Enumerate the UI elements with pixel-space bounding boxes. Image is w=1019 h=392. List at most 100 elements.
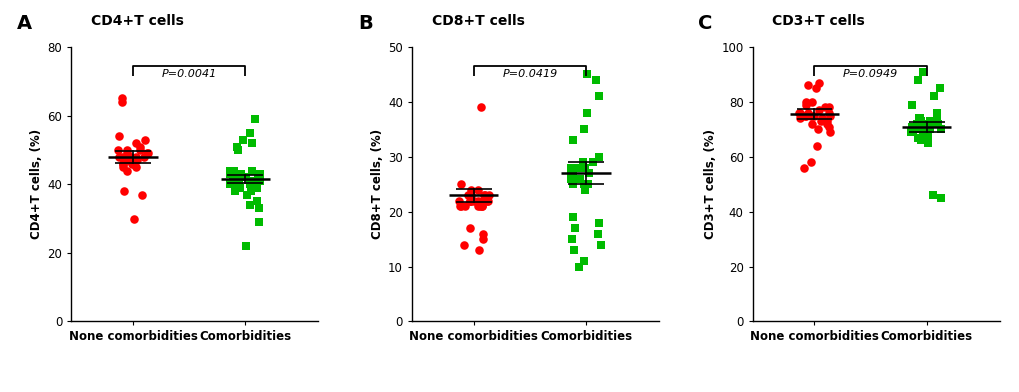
Point xyxy=(797,113,813,119)
Point xyxy=(927,118,944,124)
Point xyxy=(904,102,920,108)
Point xyxy=(455,241,472,248)
Point xyxy=(221,167,237,174)
Point xyxy=(461,198,477,204)
Point xyxy=(807,85,823,91)
Point xyxy=(575,159,591,165)
Point xyxy=(121,157,138,163)
Point xyxy=(221,181,237,187)
Point xyxy=(249,185,265,191)
Point xyxy=(590,154,606,160)
Point xyxy=(470,203,486,209)
Text: B: B xyxy=(358,14,372,33)
Point xyxy=(452,181,469,187)
Point xyxy=(562,176,579,182)
Point xyxy=(452,203,469,209)
Point xyxy=(564,236,580,242)
Point xyxy=(115,188,131,194)
Point xyxy=(915,121,931,127)
Point xyxy=(238,174,255,180)
Point xyxy=(571,263,587,270)
Point xyxy=(463,198,479,204)
Point xyxy=(116,157,132,163)
Point xyxy=(908,121,924,127)
Point xyxy=(580,181,596,187)
Point xyxy=(125,161,142,167)
Point xyxy=(591,220,607,226)
Point xyxy=(562,170,579,176)
Point xyxy=(110,147,126,153)
Point xyxy=(914,129,930,135)
Point xyxy=(466,198,482,204)
Point xyxy=(803,99,819,105)
Point xyxy=(125,216,142,222)
Point xyxy=(238,191,255,198)
Point xyxy=(474,203,490,209)
Point xyxy=(244,140,260,146)
Point xyxy=(227,178,244,184)
Point xyxy=(225,167,242,174)
Point xyxy=(247,116,263,122)
Point xyxy=(575,165,591,171)
Point xyxy=(249,198,265,205)
Point xyxy=(903,123,919,130)
Point xyxy=(796,113,812,119)
Point xyxy=(909,77,925,83)
Point xyxy=(232,171,249,177)
Point xyxy=(457,203,473,209)
Point xyxy=(805,113,821,119)
Point xyxy=(577,187,593,193)
Point xyxy=(924,192,941,198)
Point xyxy=(902,129,918,135)
Text: CD8+T cells: CD8+T cells xyxy=(431,14,524,28)
Point xyxy=(817,121,834,127)
Text: A: A xyxy=(17,14,33,33)
Point xyxy=(111,154,127,160)
Point xyxy=(479,198,495,204)
Point xyxy=(237,243,254,249)
Point xyxy=(812,118,828,124)
Point xyxy=(136,154,152,160)
Point xyxy=(920,118,936,124)
Point xyxy=(931,195,948,201)
Point xyxy=(463,192,479,198)
Point xyxy=(924,93,941,100)
Point xyxy=(589,230,605,237)
Point xyxy=(797,99,813,105)
Point xyxy=(562,170,579,176)
Point xyxy=(128,140,145,146)
Point xyxy=(579,71,595,78)
Point xyxy=(802,113,818,119)
Point xyxy=(473,104,489,111)
Point xyxy=(912,126,928,132)
Point xyxy=(919,123,935,130)
Point xyxy=(914,69,930,75)
Point xyxy=(931,85,948,91)
Y-axis label: CD3+T cells, (%): CD3+T cells, (%) xyxy=(703,129,716,239)
Point xyxy=(245,181,261,187)
Point xyxy=(820,129,837,135)
Point xyxy=(140,150,156,156)
Point xyxy=(904,129,920,135)
Point xyxy=(809,126,825,132)
Point xyxy=(810,80,826,86)
Point xyxy=(919,140,935,146)
Point xyxy=(912,118,928,124)
Point xyxy=(562,165,579,171)
Point xyxy=(932,126,949,132)
Point xyxy=(118,150,135,156)
Point xyxy=(251,205,267,211)
Point xyxy=(474,198,490,204)
Point xyxy=(133,191,150,198)
Point xyxy=(224,174,240,180)
Point xyxy=(913,121,929,127)
Y-axis label: CD8+T cells, (%): CD8+T cells, (%) xyxy=(371,129,383,239)
Point xyxy=(474,230,490,237)
Point xyxy=(111,133,127,140)
Point xyxy=(118,147,135,153)
Point xyxy=(816,104,833,111)
Point xyxy=(225,174,242,180)
Point xyxy=(567,225,583,231)
Point xyxy=(127,157,144,163)
Point xyxy=(451,203,468,209)
